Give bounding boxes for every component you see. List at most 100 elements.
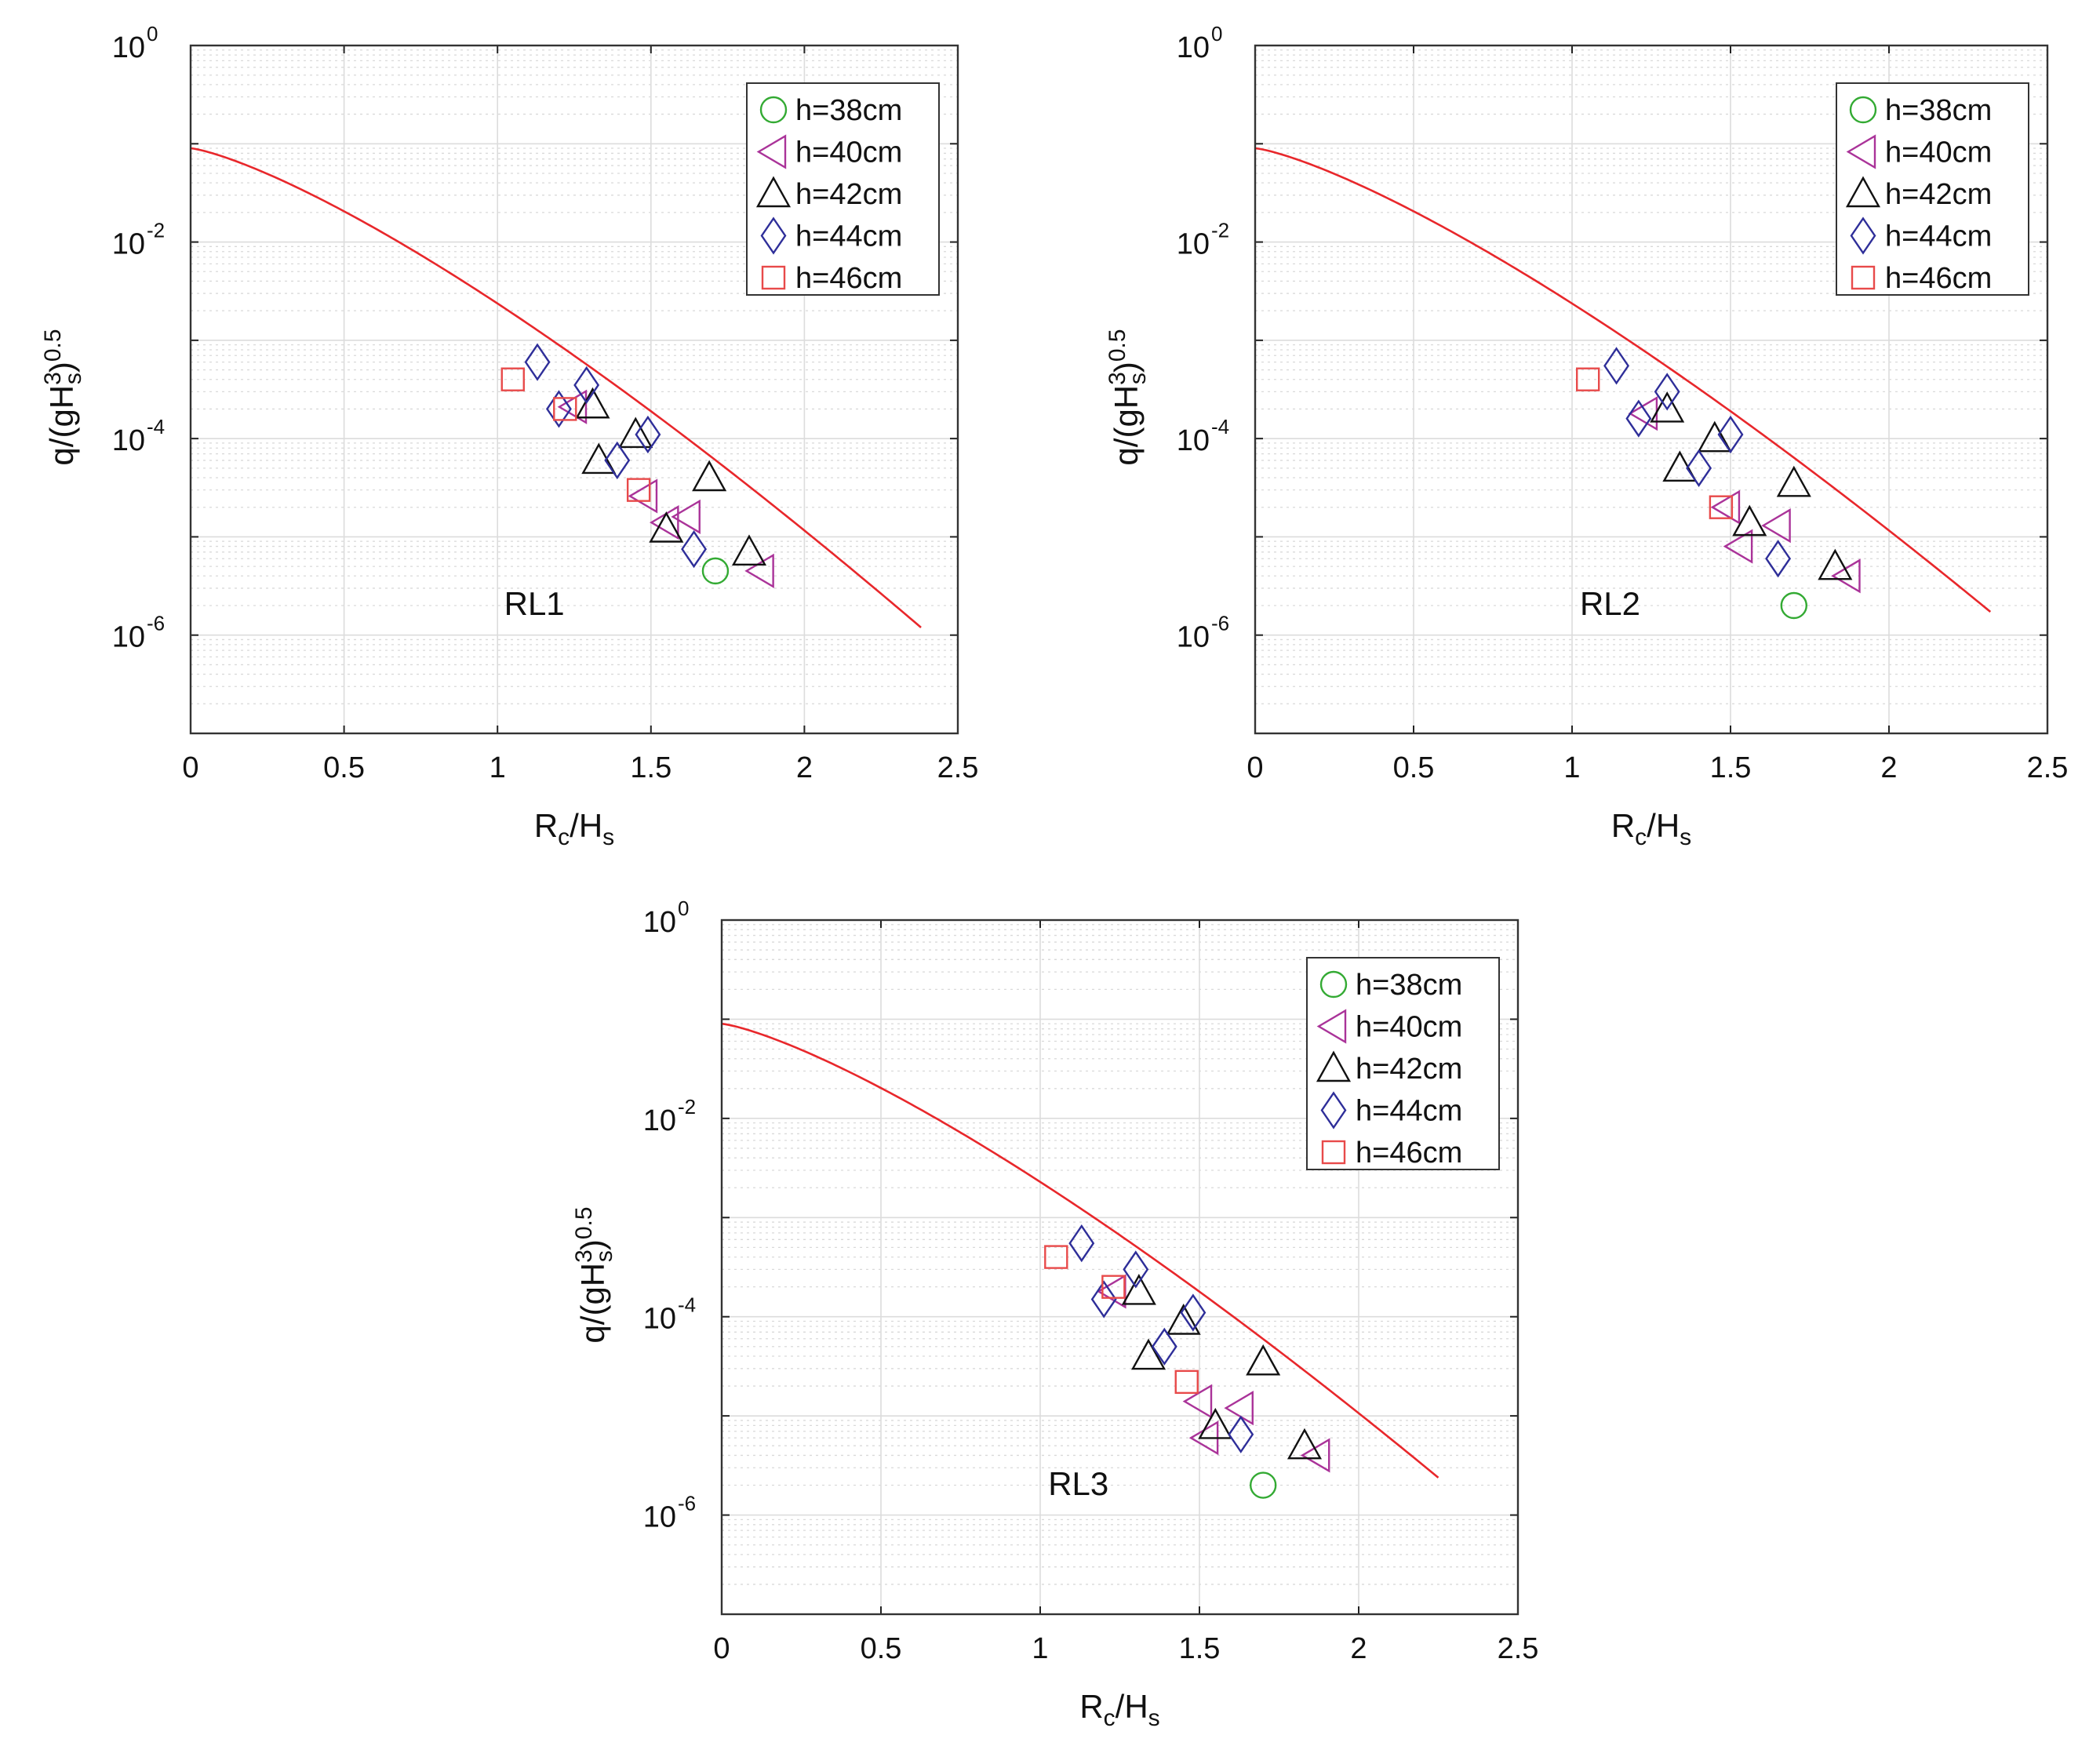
data-point-diamond bbox=[604, 441, 631, 480]
data-point-diamond bbox=[573, 366, 600, 405]
fit-curve bbox=[721, 1022, 1439, 1479]
data-point-square bbox=[1575, 367, 1600, 391]
y-tick-exponent: -2 bbox=[1211, 219, 1229, 242]
data-point-diamond bbox=[1625, 399, 1652, 438]
data-point-circle bbox=[1249, 1471, 1277, 1499]
data-point-triangle-left bbox=[1224, 1391, 1254, 1426]
data-point-diamond bbox=[1228, 1415, 1254, 1453]
legend-entry: h=46cm bbox=[1356, 1137, 1462, 1169]
data-point-triangle-left bbox=[557, 389, 588, 424]
y-tick-label: 10 bbox=[1177, 31, 1210, 64]
y-tick-exponent: -4 bbox=[678, 1293, 696, 1317]
y-tick-exponent: 0 bbox=[678, 897, 689, 920]
data-point-triangle-up bbox=[1121, 1273, 1156, 1305]
panel-label: RL1 bbox=[504, 585, 565, 622]
x-tick-label: 1.5 bbox=[1710, 751, 1752, 784]
y-tick-exponent: -2 bbox=[678, 1095, 696, 1119]
data-point-diamond bbox=[1180, 1293, 1206, 1332]
x-tick-label: 1.5 bbox=[630, 751, 671, 784]
data-point-triangle-left bbox=[744, 553, 774, 588]
legend-marker-triangle-up bbox=[1845, 176, 1881, 208]
y-tick-label: 10 bbox=[112, 228, 145, 261]
data-point-triangle-up bbox=[1776, 465, 1811, 497]
data-point-diamond bbox=[524, 343, 551, 381]
y-axis-label: q/(gH3s)0.5 bbox=[40, 329, 86, 465]
data-point-square bbox=[1709, 495, 1734, 519]
data-point-diamond bbox=[1686, 449, 1712, 487]
x-tick-label: 2 bbox=[1350, 1632, 1367, 1665]
x-tick-label: 2 bbox=[1880, 751, 1897, 784]
y-tick-exponent: 0 bbox=[1211, 22, 1222, 45]
y-tick-exponent: -2 bbox=[147, 219, 165, 242]
x-tick-label: 0.5 bbox=[1393, 751, 1435, 784]
data-point-diamond bbox=[1151, 1327, 1177, 1366]
x-tick-label: 1 bbox=[1563, 751, 1580, 784]
legend-entry: h=44cm bbox=[1885, 220, 1992, 253]
legend-marker-triangle-left bbox=[1846, 134, 1876, 169]
data-point-square bbox=[1044, 1245, 1068, 1269]
y-tick-label: 10 bbox=[1177, 621, 1210, 654]
y-tick-exponent: -6 bbox=[147, 612, 165, 635]
legend-entry: h=42cm bbox=[795, 178, 902, 211]
data-point-triangle-up bbox=[1246, 1344, 1281, 1376]
legend-entry: h=38cm bbox=[1885, 94, 1992, 127]
legend-entry: h=42cm bbox=[1356, 1053, 1462, 1086]
data-point-triangle-left bbox=[1300, 1438, 1330, 1473]
data-point-circle bbox=[701, 557, 730, 585]
legend: h=38cm h=40cm h=42cm h=44cm h=46cm bbox=[1306, 957, 1500, 1170]
data-point-triangle-up bbox=[1650, 391, 1685, 423]
data-point-triangle-up bbox=[618, 416, 653, 449]
legend-marker-diamond bbox=[760, 216, 787, 255]
data-point-square bbox=[626, 478, 651, 502]
legend-marker-square bbox=[1321, 1140, 1346, 1165]
y-tick-label: 10 bbox=[1177, 228, 1210, 261]
legend-marker-circle bbox=[1319, 970, 1348, 998]
data-point-triangle-up bbox=[649, 511, 684, 543]
y-tick-exponent: -4 bbox=[147, 415, 165, 438]
x-tick-label: 0.5 bbox=[323, 751, 365, 784]
data-point-diamond bbox=[1765, 540, 1792, 578]
axes-frame bbox=[1254, 44, 2049, 735]
y-tick-label: 10 bbox=[643, 1501, 676, 1534]
y-tick-label: 10 bbox=[112, 424, 145, 457]
data-point-circle bbox=[1780, 591, 1808, 620]
x-tick-label: 2 bbox=[796, 751, 813, 784]
data-point-triangle-left bbox=[1831, 558, 1861, 594]
y-axis-label: q/(gH3s)0.5 bbox=[571, 1206, 617, 1343]
data-point-diamond bbox=[1123, 1250, 1149, 1289]
legend-marker-square bbox=[761, 265, 786, 290]
y-tick-label: 10 bbox=[643, 1303, 676, 1336]
data-point-diamond bbox=[1068, 1224, 1095, 1263]
y-tick-exponent: -6 bbox=[678, 1492, 696, 1515]
x-axis-label: Rc/Hs bbox=[1079, 1688, 1159, 1731]
legend-marker-circle bbox=[759, 96, 788, 124]
data-point-triangle-up bbox=[1287, 1428, 1323, 1460]
legend-entry: h=42cm bbox=[1885, 178, 1992, 211]
data-point-diamond bbox=[635, 415, 661, 454]
legend-marker-triangle-left bbox=[1316, 1009, 1347, 1044]
y-tick-exponent: -6 bbox=[1211, 612, 1229, 635]
x-tick-label: 1.5 bbox=[1179, 1632, 1221, 1665]
y-tick-label: 10 bbox=[112, 621, 145, 654]
data-point-diamond bbox=[1090, 1280, 1117, 1319]
data-point-square bbox=[553, 397, 577, 421]
y-tick-exponent: 0 bbox=[147, 22, 158, 45]
data-point-triangle-up bbox=[1818, 548, 1853, 580]
x-tick-label: 0 bbox=[713, 1632, 730, 1665]
legend-marker-triangle-left bbox=[756, 134, 787, 169]
panel-label: RL2 bbox=[1580, 585, 1640, 622]
x-tick-label: 1 bbox=[1032, 1632, 1048, 1665]
data-point-diamond bbox=[1717, 415, 1744, 454]
legend-marker-square bbox=[1851, 265, 1876, 290]
y-tick-label: 10 bbox=[643, 1104, 676, 1137]
data-point-diamond bbox=[1654, 373, 1680, 411]
legend-entry: h=46cm bbox=[1885, 262, 1992, 295]
axes-frame bbox=[189, 44, 959, 735]
x-tick-label: 0.5 bbox=[861, 1632, 902, 1665]
legend-entry: h=46cm bbox=[795, 262, 902, 295]
y-tick-label: 10 bbox=[1177, 424, 1210, 457]
legend-marker-circle bbox=[1849, 96, 1877, 124]
